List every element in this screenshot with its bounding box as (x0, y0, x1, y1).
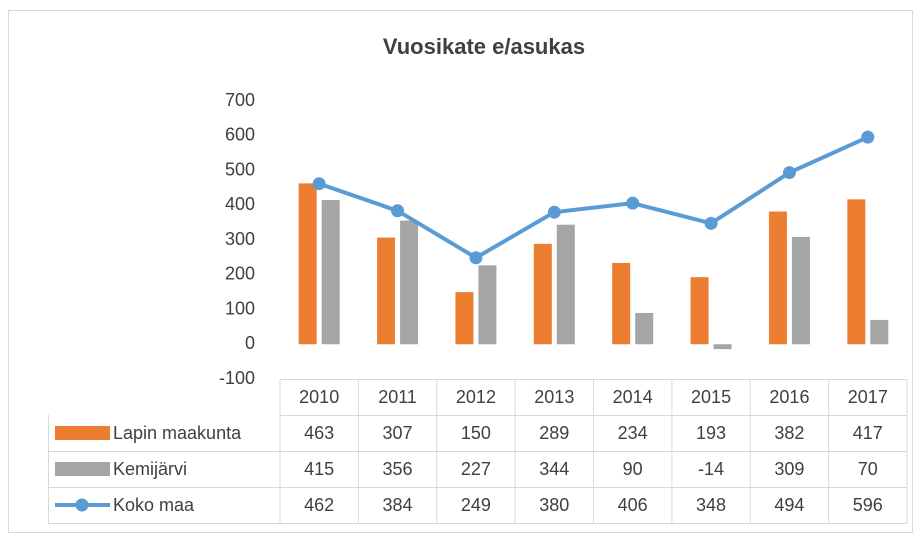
bar (298, 183, 317, 345)
x-tick-label: 2017 (848, 387, 888, 407)
bar (400, 220, 419, 345)
table-value: 406 (618, 495, 648, 515)
table-value: 494 (774, 495, 804, 515)
y-tick-label: 400 (225, 194, 255, 214)
table-value: 249 (461, 495, 491, 515)
table-value: 309 (774, 459, 804, 479)
x-tick-label: 2012 (456, 387, 496, 407)
x-tick-label: 2011 (378, 387, 417, 407)
table-value: 356 (383, 459, 413, 479)
line (318, 135, 869, 260)
line-marker (469, 251, 483, 265)
table-value: 417 (853, 423, 883, 443)
bar (533, 243, 552, 345)
line-marker (312, 177, 326, 191)
table-value: 384 (383, 495, 413, 515)
table-value: 382 (774, 423, 804, 443)
bar (768, 211, 787, 345)
table-value: 462 (304, 495, 334, 515)
line-marker (861, 130, 875, 144)
legend-label: Koko maa (113, 495, 195, 515)
x-tick-label: 2016 (769, 387, 809, 407)
x-tick-label: 2014 (613, 387, 653, 407)
y-tick-label: 100 (225, 298, 255, 318)
table-value: 234 (618, 423, 648, 443)
line-marker (547, 205, 561, 219)
bar (478, 265, 497, 345)
bar (556, 224, 575, 345)
table-value: 70 (858, 459, 878, 479)
table-value: 344 (539, 459, 569, 479)
bar (455, 292, 474, 345)
y-tick-label: -100 (219, 368, 255, 388)
bar (612, 262, 631, 345)
line-marker (626, 196, 640, 210)
table-value: 463 (304, 423, 334, 443)
table-value: 289 (539, 423, 569, 443)
chart-title: Vuosikate e/asukas (383, 34, 585, 59)
table-value: 307 (383, 423, 413, 443)
bar (377, 237, 396, 345)
legend-key (55, 426, 110, 440)
y-tick-label: 700 (225, 90, 255, 110)
y-tick-label: 0 (245, 333, 255, 353)
table-value: -14 (698, 459, 724, 479)
line-marker (391, 204, 405, 218)
chart-frame (8, 10, 913, 533)
table-value: 348 (696, 495, 726, 515)
legend-key (55, 462, 110, 476)
x-tick-label: 2013 (534, 387, 574, 407)
bar (321, 200, 340, 345)
table-value: 415 (304, 459, 334, 479)
y-tick-label: 600 (225, 125, 255, 145)
y-tick-label: 500 (225, 159, 255, 179)
line-marker (782, 166, 796, 180)
table-value: 193 (696, 423, 726, 443)
table-value: 596 (853, 495, 883, 515)
legend-key (75, 498, 89, 512)
line-marker (704, 216, 718, 230)
table-value: 380 (539, 495, 569, 515)
bar (713, 344, 732, 350)
bar (635, 312, 654, 345)
bar (791, 236, 810, 345)
table-value: 150 (461, 423, 491, 443)
table-value: 227 (461, 459, 491, 479)
table-value: 90 (623, 459, 643, 479)
bar (847, 199, 866, 345)
x-tick-label: 2010 (299, 387, 339, 407)
legend-label: Lapin maakunta (113, 423, 242, 443)
y-tick-label: 300 (225, 229, 255, 249)
legend-label: Kemijärvi (113, 459, 187, 479)
y-tick-label: 200 (225, 264, 255, 284)
x-tick-label: 2015 (691, 387, 731, 407)
bar (870, 319, 889, 345)
bar (690, 277, 709, 345)
